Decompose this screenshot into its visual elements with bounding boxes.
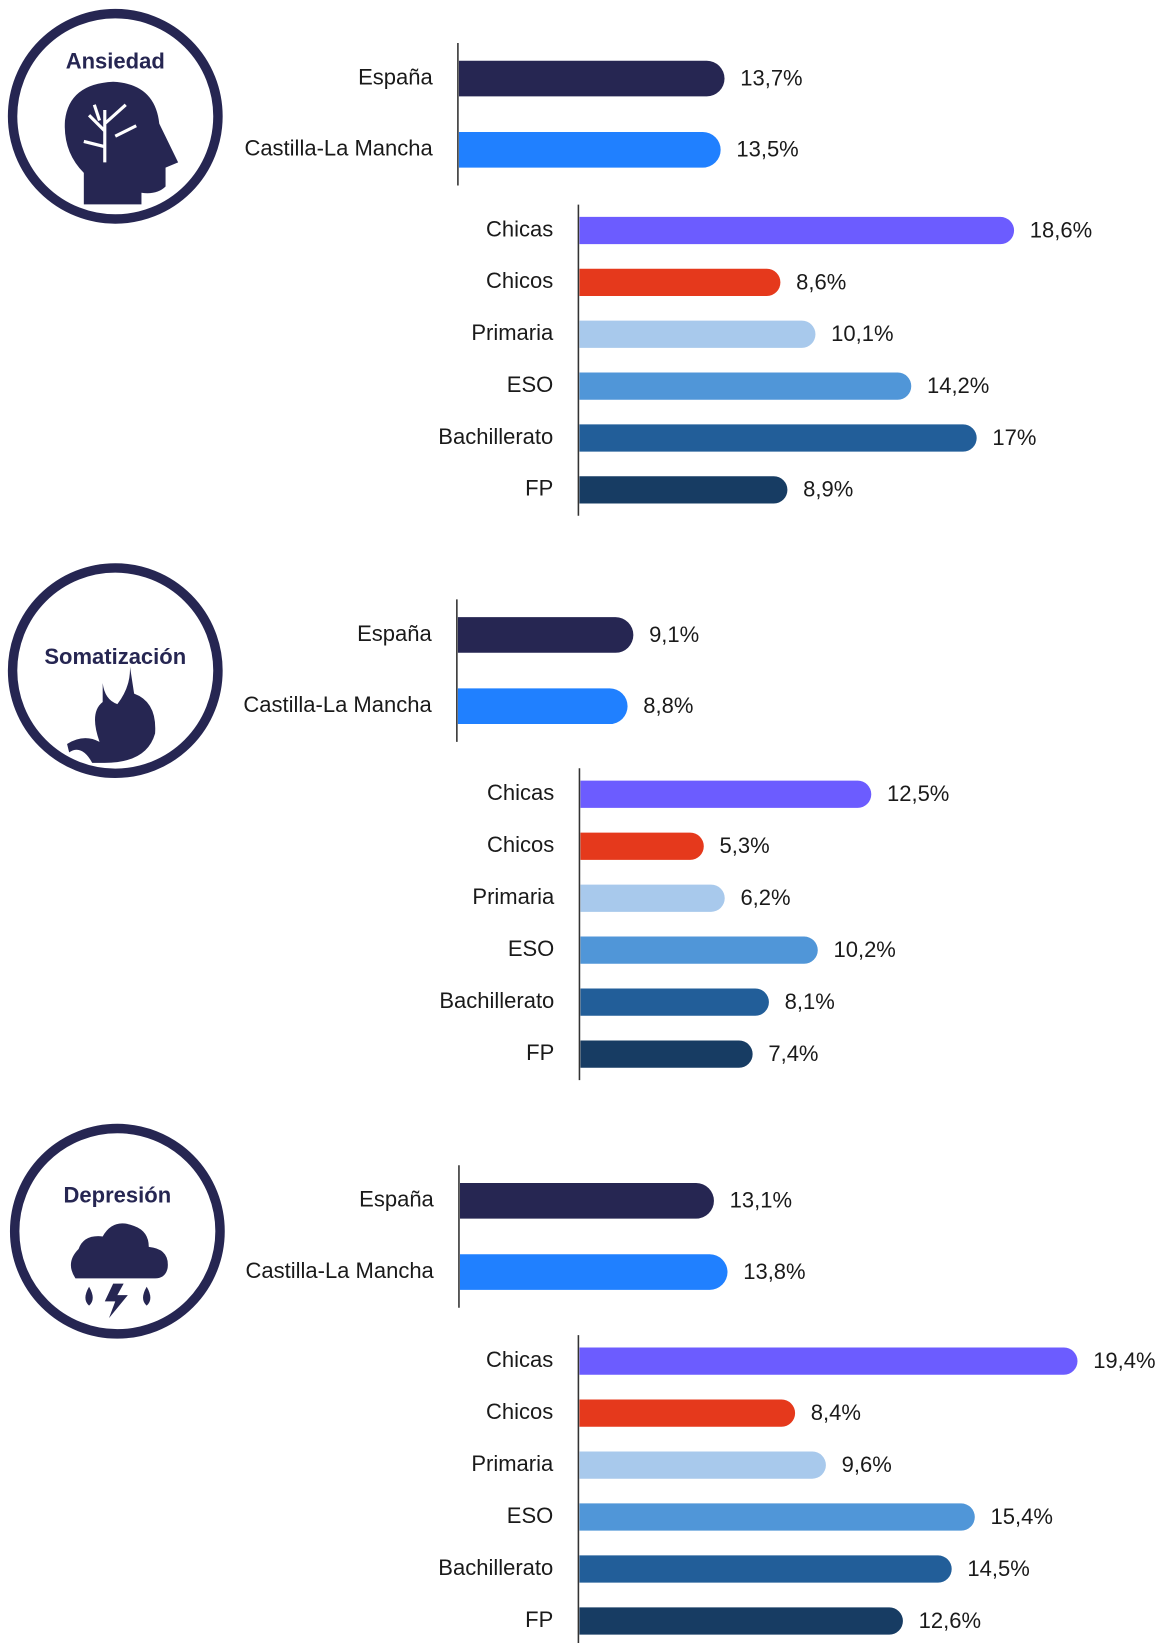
category-label: ESO [507, 372, 553, 397]
value-label: 6,2% [740, 885, 790, 910]
value-label: 9,6% [842, 1452, 892, 1477]
category-label: ESO [508, 936, 554, 961]
category-label: Chicas [487, 780, 554, 805]
value-label: 5,3% [720, 833, 770, 858]
category-label: FP [525, 476, 553, 501]
bar [579, 1555, 952, 1583]
value-label: 12,5% [887, 781, 949, 806]
value-label: 9,1% [649, 622, 699, 647]
bar [459, 1254, 728, 1290]
value-label: 15,4% [991, 1504, 1053, 1529]
icon-circle [7, 563, 223, 779]
bar [579, 1451, 826, 1479]
category-label: Primaria [471, 320, 554, 345]
value-label: 17% [992, 425, 1036, 450]
icon-title: Ansiedad [66, 49, 165, 74]
category-label: Bachillerato [438, 1555, 553, 1580]
icon-title: Somatización [44, 644, 186, 669]
value-label: 13,5% [736, 137, 798, 162]
category-label: FP [525, 1607, 553, 1632]
category-label: España [358, 64, 433, 89]
bar [458, 132, 721, 168]
icons [7, 8, 225, 1339]
bar [580, 936, 818, 964]
bar [580, 988, 769, 1016]
value-label: 13,8% [743, 1259, 805, 1284]
stomach-icon [67, 666, 156, 763]
category-label: España [357, 621, 432, 646]
bar [580, 1040, 753, 1068]
bar [580, 832, 704, 860]
bar [459, 1183, 714, 1219]
category-label: Chicas [486, 216, 553, 241]
category-label: Castilla-La Mancha [245, 1258, 434, 1283]
icon-circle [9, 1123, 225, 1339]
head-icon [64, 81, 179, 205]
category-label: Chicas [486, 1347, 553, 1372]
bar [580, 780, 872, 808]
category-label: FP [526, 1040, 554, 1065]
value-label: 12,6% [919, 1608, 981, 1633]
category-label: Castilla-La Mancha [243, 692, 432, 717]
value-label: 19,4% [1093, 1348, 1155, 1373]
category-label: Chicos [486, 268, 553, 293]
bar [580, 884, 725, 912]
bar [579, 216, 1015, 245]
category-label: Primaria [471, 1451, 554, 1476]
value-label: 8,8% [643, 693, 693, 718]
category-label: ESO [507, 1503, 553, 1528]
bar [579, 1503, 975, 1531]
value-label: 13,7% [740, 65, 802, 90]
brain-lines [83, 103, 137, 163]
bar [579, 268, 781, 297]
bar [457, 688, 628, 725]
category-label: Castilla-La Mancha [244, 136, 433, 161]
value-label: 10,2% [833, 937, 895, 962]
icon-circle [7, 8, 223, 224]
category-label: Bachillerato [438, 424, 553, 449]
value-label: 14,2% [927, 373, 989, 398]
category-label: Chicos [486, 1399, 553, 1424]
category-label: Chicos [487, 832, 554, 857]
cloud-icon [70, 1223, 168, 1279]
value-label: 8,1% [785, 989, 835, 1014]
value-label: 7,4% [768, 1041, 818, 1066]
bar [579, 1607, 903, 1635]
bar [458, 60, 725, 97]
bar [579, 320, 816, 348]
bar [579, 372, 912, 400]
value-label: 8,6% [796, 269, 846, 294]
bar [579, 476, 788, 504]
icon-title: Depresión [64, 1182, 172, 1207]
rain-icon [85, 1283, 151, 1319]
bar [579, 1347, 1078, 1375]
value-label: 8,9% [803, 477, 853, 502]
bar [457, 617, 634, 653]
category-label: Primaria [472, 884, 555, 909]
value-label: 13,1% [730, 1188, 792, 1213]
bar [579, 424, 977, 452]
bar [579, 1399, 796, 1427]
value-label: 18,6% [1030, 217, 1092, 242]
value-label: 8,4% [811, 1400, 861, 1425]
value-label: 10,1% [831, 321, 893, 346]
category-label: España [359, 1187, 434, 1212]
category-label: Bachillerato [439, 988, 554, 1013]
value-label: 14,5% [967, 1556, 1029, 1581]
